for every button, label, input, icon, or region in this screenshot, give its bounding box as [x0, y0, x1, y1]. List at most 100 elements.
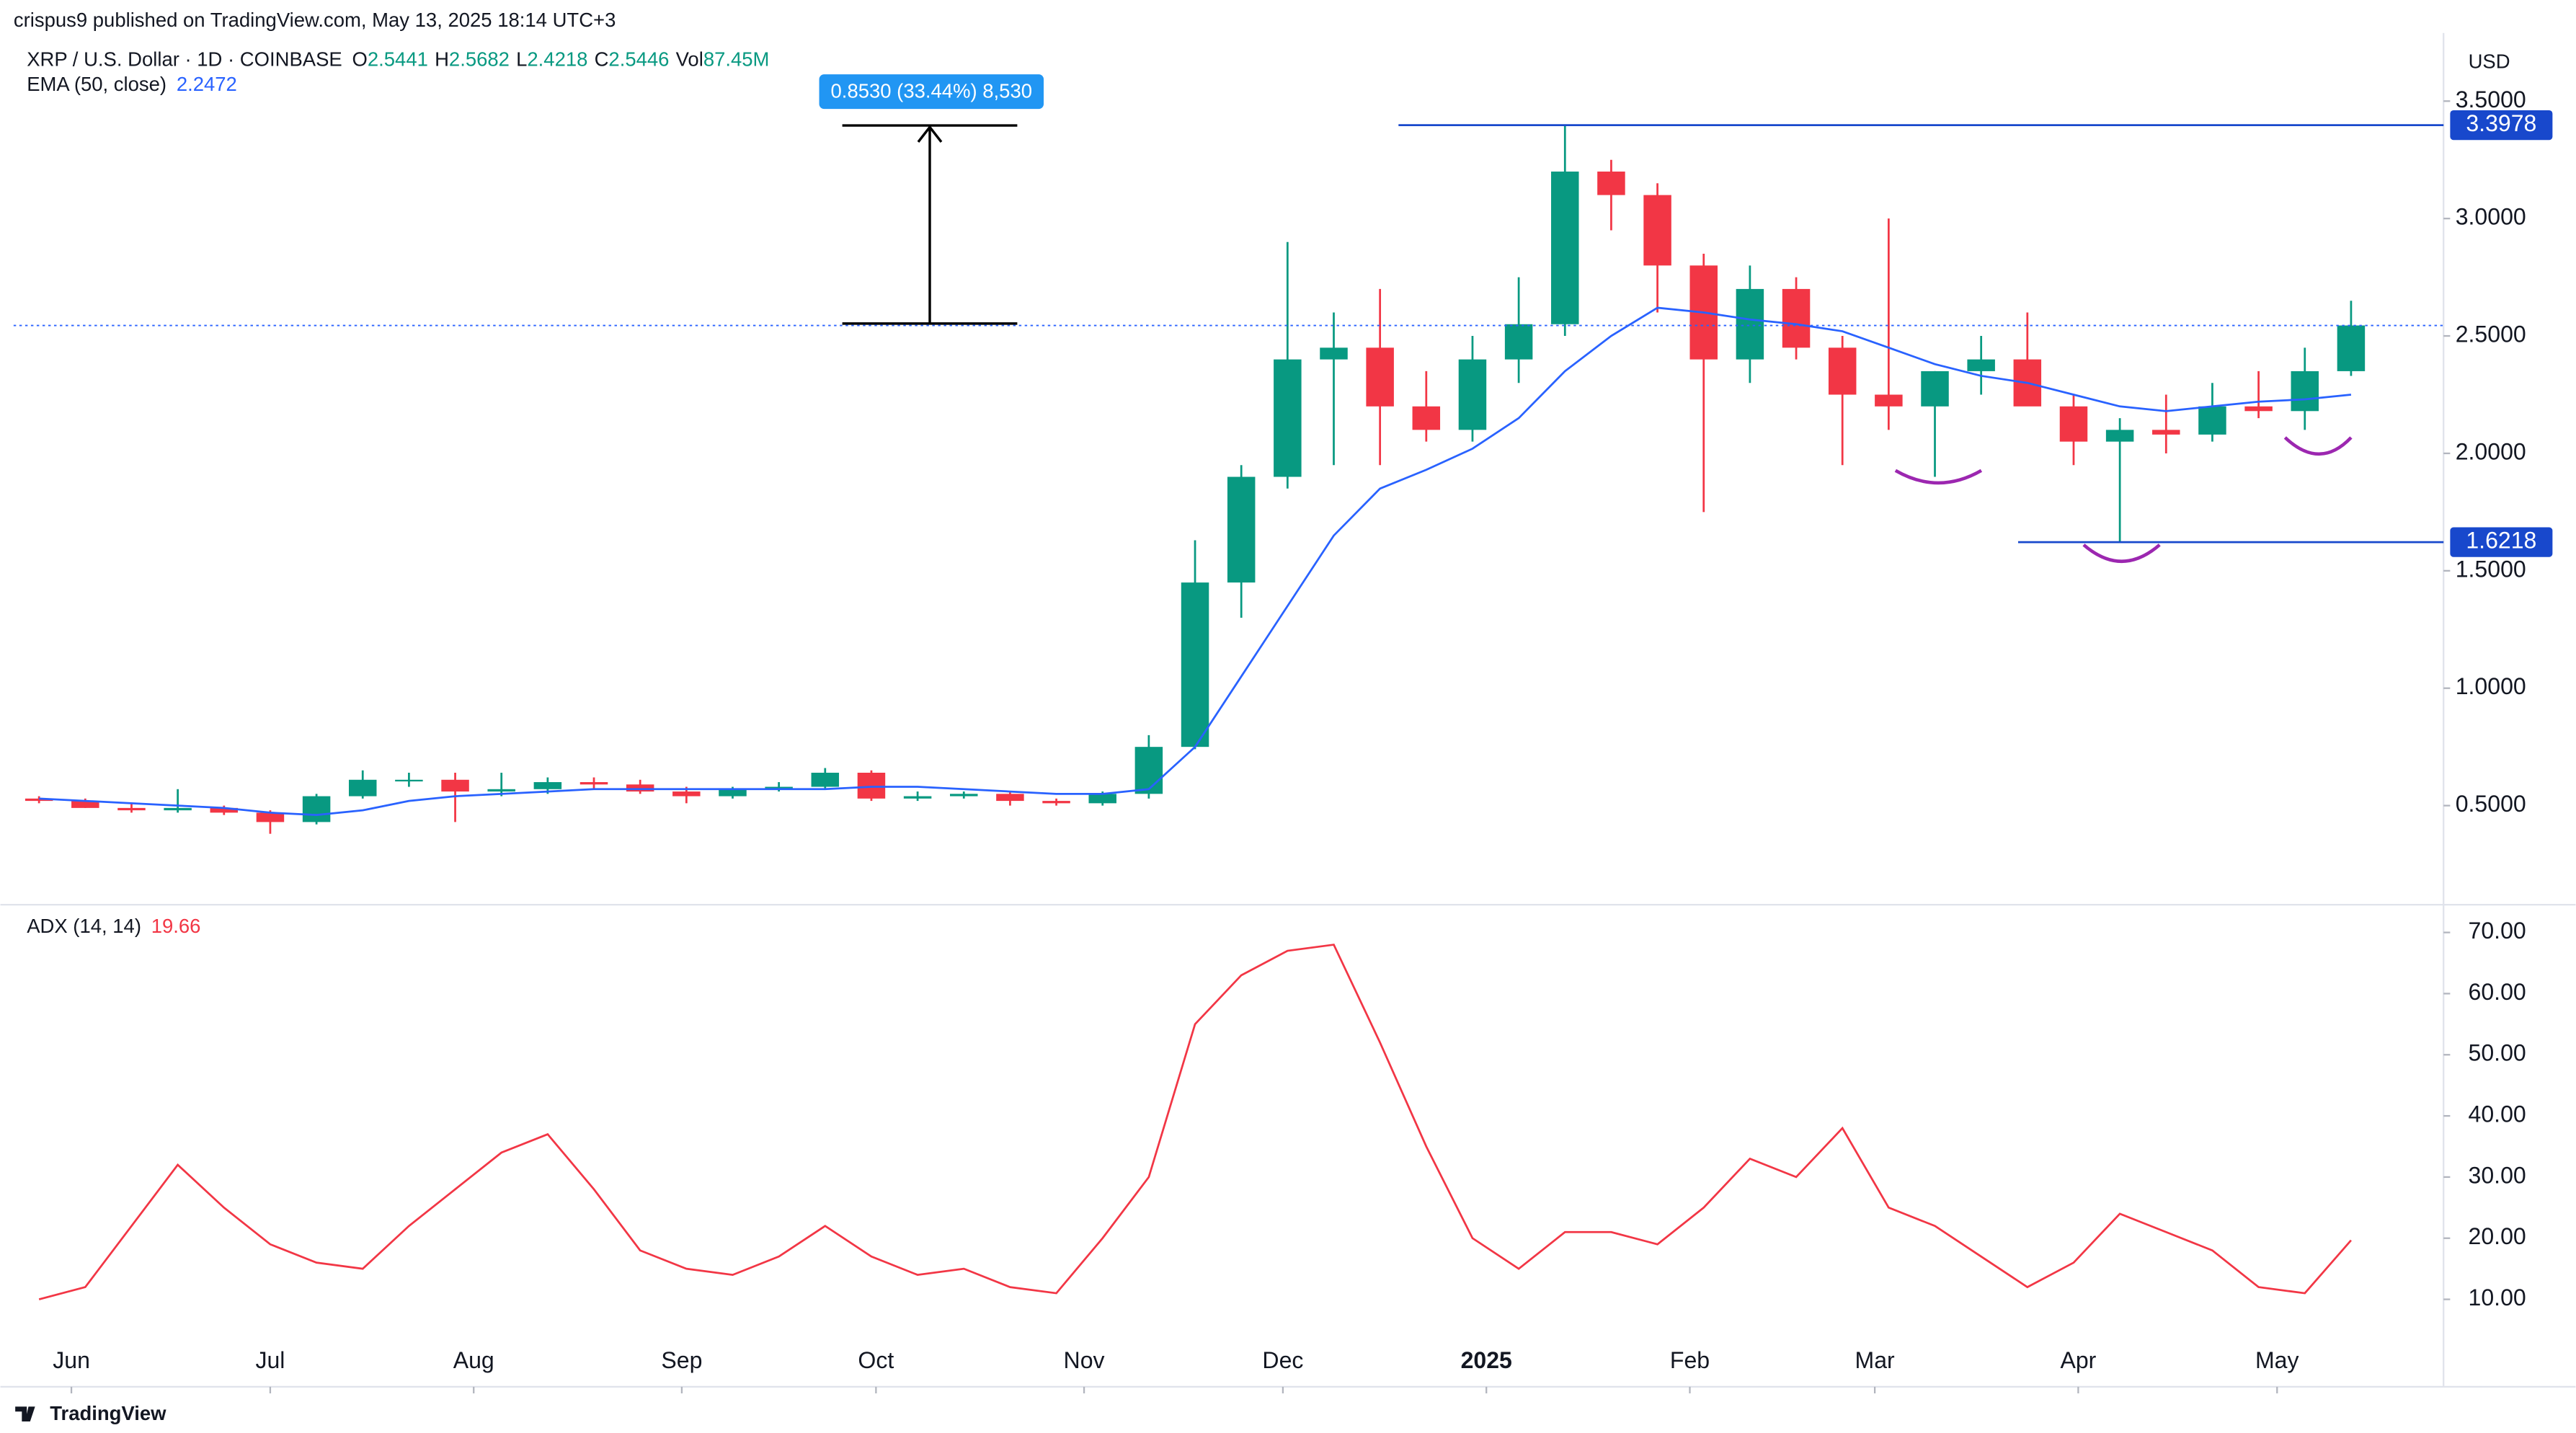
x-tick-label: 2025	[1461, 1347, 1512, 1373]
logo: TradingView	[50, 1402, 166, 1424]
candle-body	[1921, 371, 1949, 407]
x-tick-label: Jun	[53, 1347, 90, 1373]
x-tick-label: Mar	[1855, 1347, 1896, 1373]
y-tick-label: 30.00	[2469, 1162, 2526, 1188]
symbol-legend: XRP / U.S. Dollar · 1D · COINBASE O2.5441…	[27, 48, 769, 71]
y-tick-label: 3.0000	[2456, 204, 2526, 230]
level-badge	[2450, 527, 2553, 557]
candle-body	[1643, 195, 1671, 266]
measure-box	[819, 74, 1044, 110]
candle-body	[1828, 347, 1857, 395]
measure-label: 0.8530 (33.44%) 8,530	[831, 80, 1032, 102]
candle-body	[857, 773, 886, 799]
candle-body	[672, 791, 701, 797]
candle-body	[1274, 359, 1302, 477]
x-tick-label: Jul	[255, 1347, 285, 1373]
ohlc-value: 2.4218	[527, 48, 587, 71]
ohlc-key: Vol	[676, 48, 703, 71]
ohlc-value: 2.5446	[608, 48, 669, 71]
candle-body	[117, 807, 146, 811]
candle-body	[1875, 394, 1903, 407]
ohlc-key: H	[435, 48, 449, 71]
candle-body	[1967, 359, 1995, 371]
measure-arrowhead	[917, 125, 943, 143]
symbol-title: XRP / U.S. Dollar · 1D · COINBASE	[27, 48, 342, 71]
ohlc-value: 2.5441	[368, 48, 428, 71]
ohlc-key: O	[352, 48, 368, 71]
candle-body	[996, 794, 1024, 802]
x-tick-label: May	[2255, 1347, 2299, 1373]
candle-body	[579, 782, 608, 785]
candle-body	[1412, 406, 1441, 430]
ema-value: 2.2472	[177, 73, 237, 95]
candle-body	[1504, 324, 1533, 360]
x-tick-label: Oct	[858, 1347, 894, 1373]
candle-body	[1366, 347, 1394, 407]
candle-body	[1320, 347, 1348, 360]
candle-body	[441, 779, 469, 792]
candle-body	[2291, 371, 2319, 412]
y-tick-label: 1.0000	[2456, 673, 2526, 699]
candle-body	[1736, 288, 1764, 360]
y-tick-label: 50.00	[2469, 1040, 2526, 1066]
x-tick-label: Aug	[453, 1347, 494, 1373]
ohlc-key: C	[595, 48, 609, 71]
candle-body	[395, 779, 423, 782]
pattern-arc	[1894, 469, 1983, 485]
candle-body	[2152, 430, 2180, 435]
x-tick-label: Dec	[1262, 1347, 1303, 1373]
y-tick-label: 70.00	[2469, 918, 2526, 944]
candle-body	[1458, 359, 1487, 430]
ema-line	[39, 306, 2352, 817]
y-tick-label: 2.0000	[2456, 438, 2526, 464]
adx-line	[38, 944, 2352, 1300]
adx-name: ADX (14, 14)	[27, 915, 141, 937]
axis-unit: USD	[2469, 50, 2510, 72]
x-tick-label: Nov	[1064, 1347, 1105, 1373]
publisher: crispus9 published on TradingView.com, M…	[14, 9, 616, 31]
candle-body	[164, 807, 192, 811]
ohlc-value: 87.45M	[703, 48, 770, 71]
level-label: 1.6218	[2466, 528, 2536, 554]
candle-body	[302, 796, 331, 822]
y-tick-label: 2.5000	[2456, 321, 2526, 347]
candle-body	[533, 782, 562, 789]
logo-icon	[15, 1406, 35, 1421]
candle-body	[765, 786, 793, 789]
candle-body	[903, 796, 932, 799]
x-tick-label: Feb	[1670, 1347, 1710, 1373]
candle-body	[1782, 288, 1811, 348]
candle-body	[1227, 476, 1256, 583]
candle-body	[2105, 430, 2134, 442]
pattern-arc	[2283, 436, 2353, 456]
x-tick-label: Sep	[661, 1347, 702, 1373]
level-label: 3.3978	[2466, 110, 2536, 136]
pattern-arc	[2082, 544, 2161, 563]
ohlc-value: 2.5682	[449, 48, 510, 71]
candle-body	[719, 789, 747, 797]
y-tick-label: 10.00	[2469, 1285, 2526, 1310]
x-tick-label: Apr	[2060, 1347, 2096, 1373]
candle-body	[487, 789, 515, 792]
y-tick-label: 40.00	[2469, 1101, 2526, 1127]
candle-body	[2337, 325, 2366, 371]
candle-body	[2244, 406, 2273, 412]
candle-body	[626, 784, 654, 792]
candle-body	[1042, 801, 1070, 804]
candle-body	[950, 794, 978, 797]
adx-legend: ADX (14, 14) 19.66	[27, 915, 200, 937]
candle-body	[1551, 172, 1579, 324]
y-tick-label: 3.5000	[2456, 86, 2526, 112]
ohlc-key: L	[516, 48, 527, 71]
candle-body	[256, 812, 285, 822]
y-tick-label: 60.00	[2469, 979, 2526, 1005]
candle-body	[210, 807, 239, 813]
candle-body	[1181, 582, 1209, 747]
candle-body	[71, 801, 99, 808]
candle-body	[1088, 794, 1116, 804]
ema-legend: EMA (50, close) 2.2472	[27, 73, 237, 95]
level-badge	[2450, 110, 2553, 141]
y-tick-label: 20.00	[2469, 1223, 2526, 1249]
candle-body	[25, 798, 53, 802]
